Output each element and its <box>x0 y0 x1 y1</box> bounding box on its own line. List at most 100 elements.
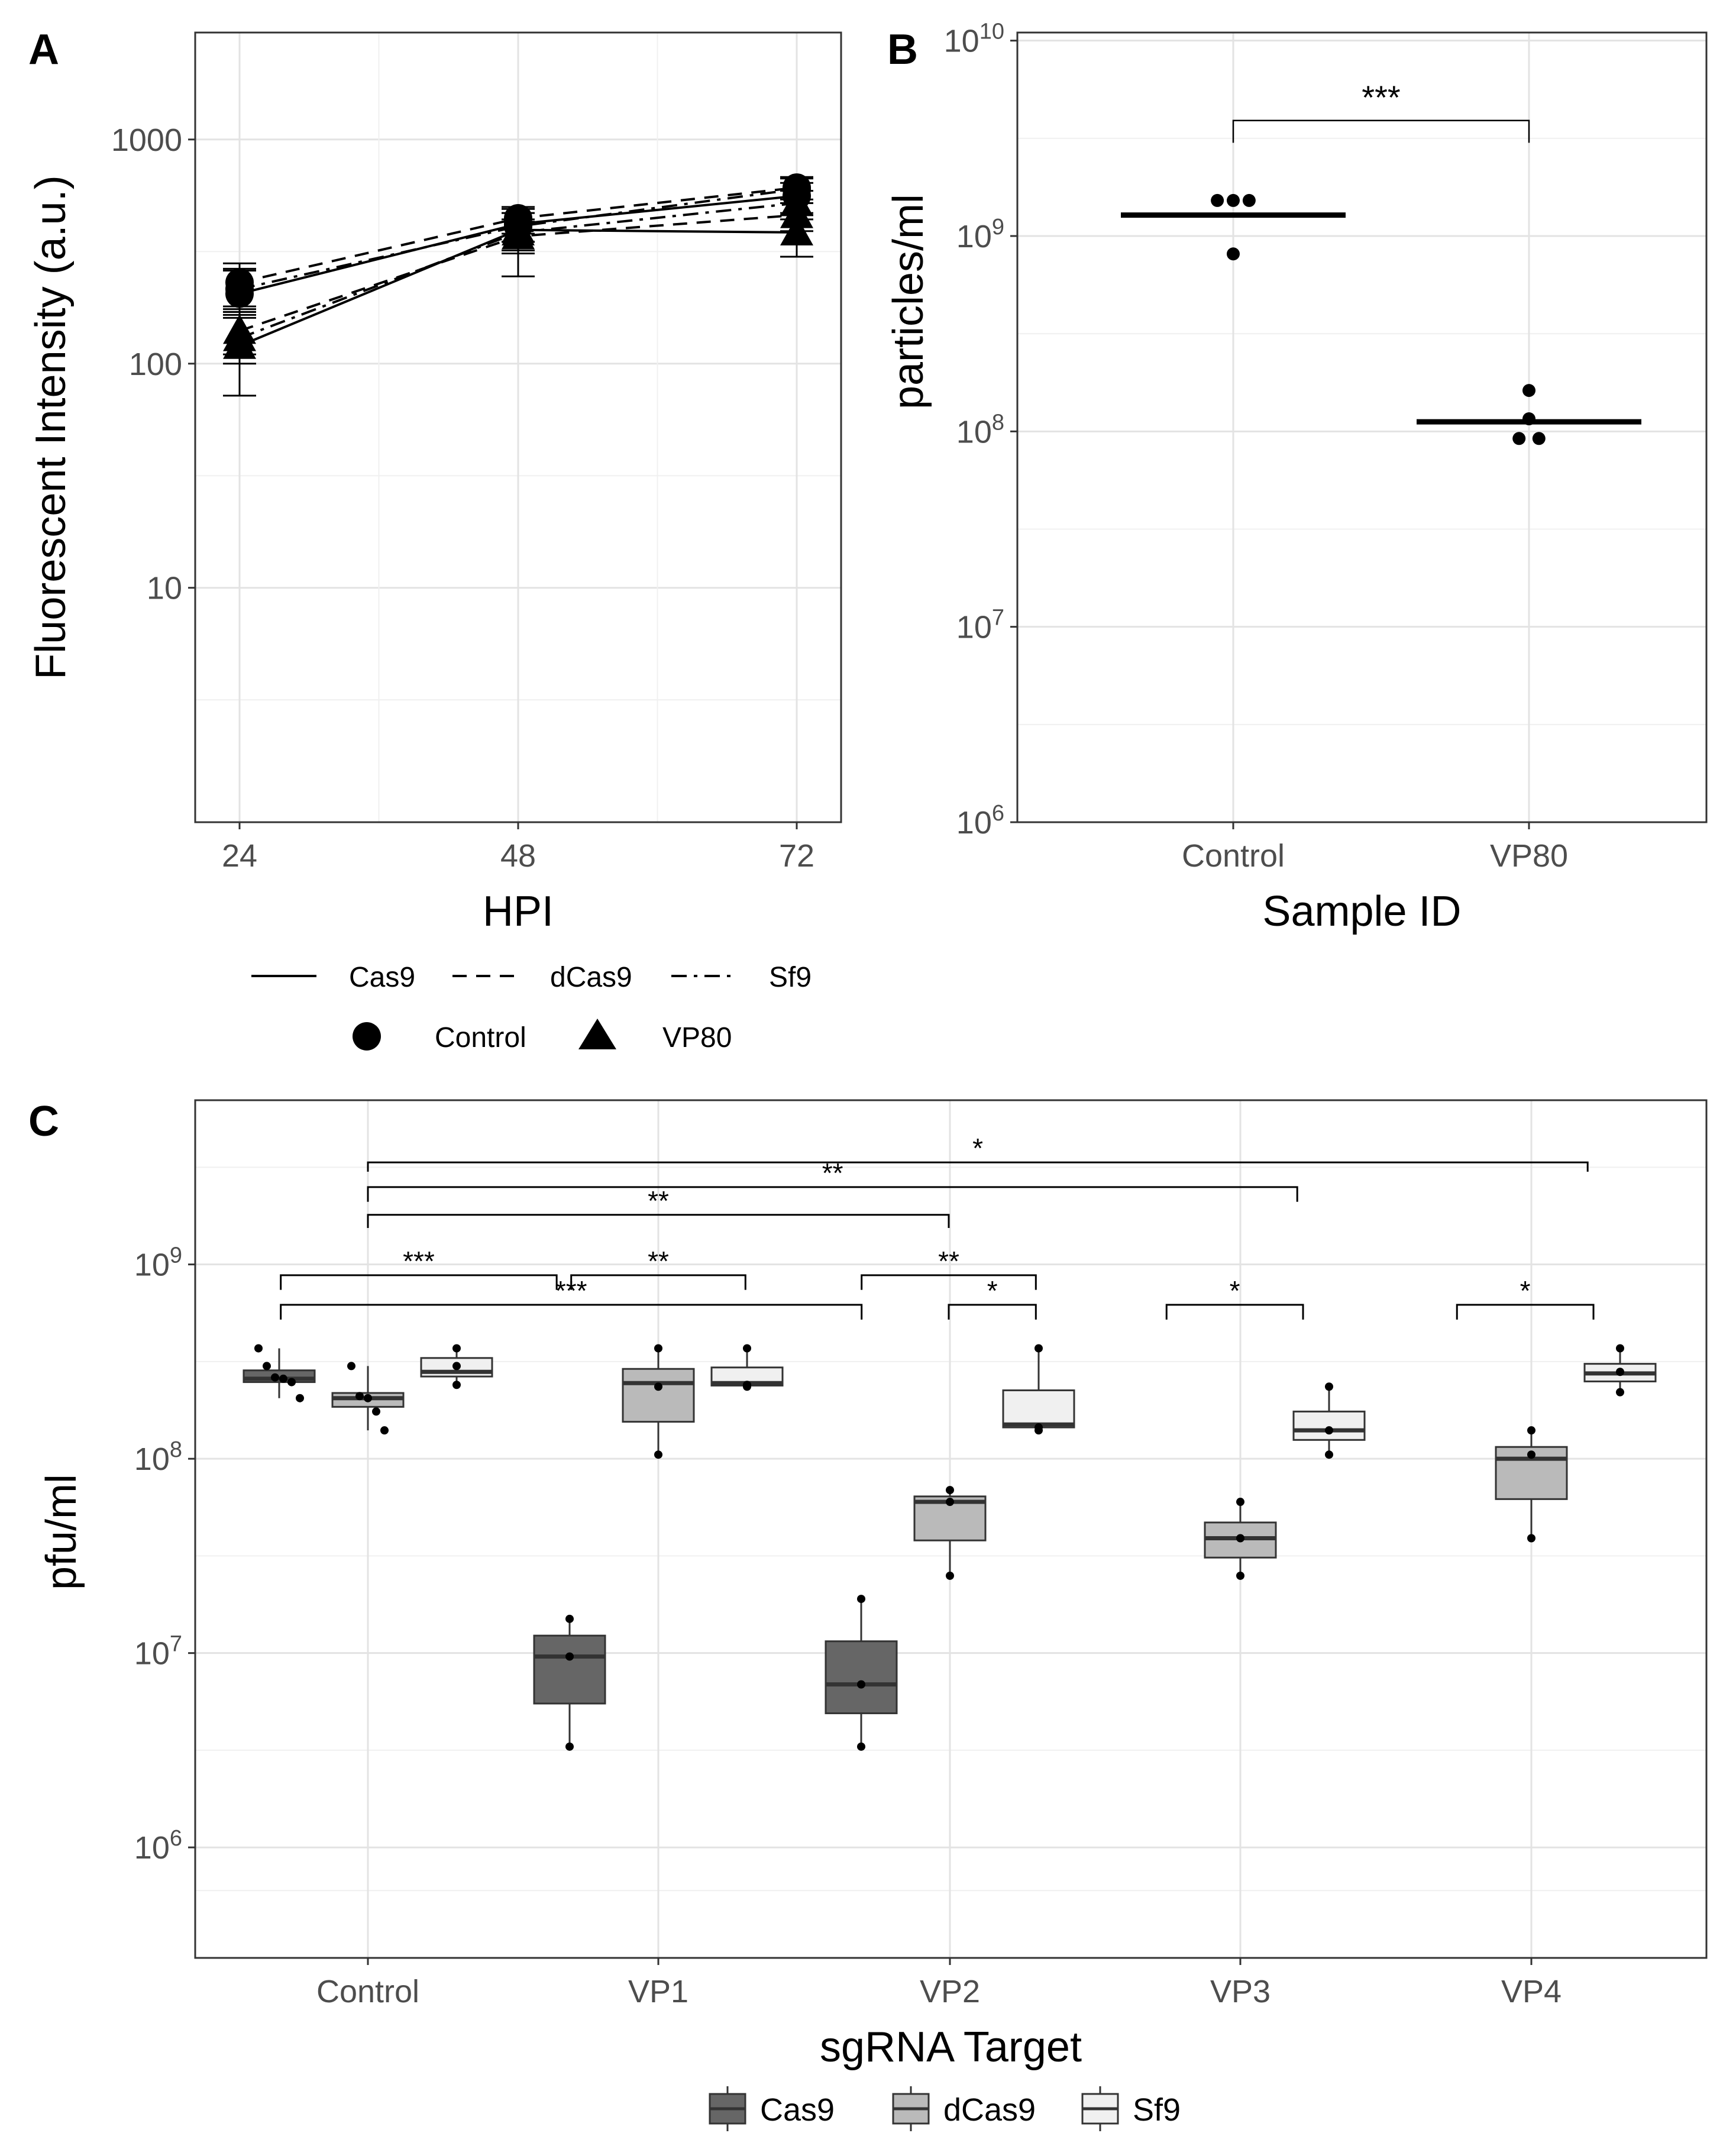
box-point <box>1325 1426 1333 1435</box>
box-point <box>263 1362 271 1371</box>
significance-bracket <box>280 1274 558 1290</box>
y-tick-label: 1010 <box>944 20 1004 59</box>
significance-label: * <box>1520 1275 1531 1306</box>
y-tick-label: 100 <box>129 347 182 382</box>
box-point <box>1616 1344 1624 1353</box>
data-point <box>1522 412 1535 426</box>
legend-label: Sf9 <box>1133 2092 1181 2128</box>
significance-bracket <box>948 1304 1037 1320</box>
x-tick-label: VP2 <box>920 1974 980 2009</box>
box-point <box>296 1394 304 1402</box>
x-tick-label: 24 <box>222 838 257 874</box>
x-tick-label: Control <box>316 1974 419 2009</box>
significance-bracket <box>1456 1304 1595 1320</box>
legend-label: dCas9 <box>550 962 632 993</box>
y-axis-title: pfu/ml <box>38 1474 85 1590</box>
panel-border <box>1016 31 1708 823</box>
box-point <box>1527 1534 1535 1543</box>
significance-bracket <box>367 1161 1589 1172</box>
significance-bracket <box>367 1214 950 1229</box>
panel-a-line-chart: 10 100 1000 24 48 72 HPI Fluorescent Intensity … <box>27 31 842 1053</box>
box-point <box>452 1381 461 1389</box>
y-tick-label: 1000 <box>111 122 182 158</box>
box-point <box>743 1344 751 1353</box>
y-axis-title: Fluorescent Intensity (a.u.) <box>27 175 75 679</box>
box-point <box>857 1595 865 1604</box>
box-point <box>565 1742 574 1751</box>
significance-label: * <box>1230 1275 1240 1306</box>
box-point <box>743 1382 751 1391</box>
y-tick-label: 10 <box>147 571 182 606</box>
box-point <box>1527 1450 1535 1459</box>
box-body <box>825 1640 898 1714</box>
box-body <box>1292 1410 1366 1441</box>
y-tick-label: 108 <box>134 1437 182 1477</box>
box-point <box>254 1344 263 1353</box>
box-body <box>533 1634 606 1705</box>
legend-label: Sf9 <box>769 962 812 993</box>
y-tick-label: 106 <box>956 801 1004 841</box>
legend-label: dCas9 <box>943 2092 1036 2128</box>
significance-label: ** <box>648 1185 669 1216</box>
data-point <box>1532 432 1546 445</box>
box-point <box>1236 1534 1244 1543</box>
panel-label-b: B <box>887 26 918 73</box>
y-tick-label: 108 <box>956 410 1004 450</box>
box-point <box>946 1498 954 1507</box>
significance-label: * <box>987 1275 998 1306</box>
significance-label: ** <box>938 1246 959 1276</box>
legend-label: Control <box>435 1022 526 1053</box>
significance-bracket <box>861 1274 1037 1290</box>
box-body <box>1002 1389 1075 1428</box>
legend-label: VP80 <box>662 1022 732 1053</box>
box-point <box>1236 1571 1244 1580</box>
x-axis-title: sgRNA Target <box>820 2024 1082 2071</box>
box-point <box>946 1571 954 1580</box>
y-axis-title: particles/ml <box>885 194 932 409</box>
point-vp80 <box>223 321 256 351</box>
y-tick-label: 107 <box>134 1632 182 1672</box>
x-axis-title: Sample ID <box>1262 888 1461 935</box>
box-point <box>654 1382 662 1391</box>
box-point <box>452 1344 461 1353</box>
x-tick-label: VP80 <box>1490 838 1568 874</box>
panel-label-c: C <box>28 1098 59 1145</box>
box-point <box>1035 1426 1043 1435</box>
significance-label: ** <box>648 1246 669 1276</box>
data-point <box>1242 193 1256 207</box>
box-point <box>565 1614 574 1623</box>
x-tick-label: VP1 <box>628 1974 688 2009</box>
box-point <box>857 1680 865 1689</box>
legend-key-triangle <box>578 1019 616 1049</box>
y-tick-label: 109 <box>134 1243 182 1283</box>
box-point <box>654 1344 662 1353</box>
box-point <box>287 1378 296 1387</box>
x-tick-label: 48 <box>500 838 536 874</box>
box-point <box>1325 1450 1333 1459</box>
y-tick-label: 107 <box>956 606 1004 645</box>
box-point <box>347 1362 355 1371</box>
significance-bracket <box>1165 1304 1304 1320</box>
x-tick-label: VP4 <box>1501 1974 1562 2009</box>
x-axis-title: HPI <box>483 888 554 935</box>
box-point <box>1527 1426 1535 1435</box>
box-point <box>1616 1368 1624 1376</box>
panel-label-a: A <box>28 26 59 73</box>
box-point <box>372 1407 380 1416</box>
box-point <box>364 1394 372 1402</box>
significance-label: ** <box>822 1158 843 1188</box>
significance-bracket <box>570 1274 746 1290</box>
y-tick-label: 109 <box>956 215 1004 254</box>
significance-label: * <box>972 1133 983 1164</box>
y-tick-label: 106 <box>134 1826 182 1866</box>
box-point <box>1236 1498 1244 1507</box>
legend-key-circle <box>353 1022 381 1051</box>
box-point <box>452 1362 461 1371</box>
point-control <box>225 274 254 303</box>
data-point <box>1211 193 1224 207</box>
box-point <box>279 1374 287 1383</box>
x-tick-label: Control <box>1182 838 1285 874</box>
box-point <box>355 1392 364 1401</box>
point-vp80 <box>780 186 813 216</box>
data-point <box>1512 432 1526 445</box>
